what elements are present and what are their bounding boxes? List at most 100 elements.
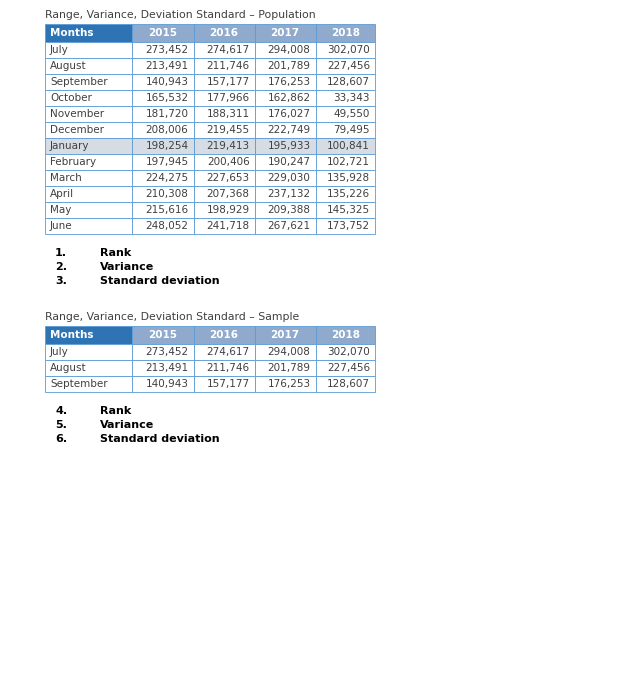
Text: 227,653: 227,653 bbox=[206, 173, 250, 183]
Bar bbox=[194, 106, 254, 122]
Bar bbox=[316, 202, 375, 218]
Text: 241,718: 241,718 bbox=[206, 221, 250, 231]
Text: 219,413: 219,413 bbox=[206, 141, 250, 151]
Text: 157,177: 157,177 bbox=[206, 77, 250, 87]
Bar bbox=[194, 360, 254, 376]
Text: Months: Months bbox=[50, 330, 93, 340]
Bar bbox=[254, 326, 316, 344]
Text: Rank: Rank bbox=[100, 406, 131, 416]
Text: 267,621: 267,621 bbox=[268, 221, 311, 231]
Bar bbox=[316, 42, 375, 58]
Text: 213,491: 213,491 bbox=[146, 363, 189, 373]
Text: 2016: 2016 bbox=[210, 28, 238, 38]
Text: 197,945: 197,945 bbox=[146, 157, 189, 167]
Bar bbox=[45, 326, 132, 344]
Text: 294,008: 294,008 bbox=[268, 45, 311, 55]
Bar bbox=[254, 42, 316, 58]
Text: April: April bbox=[50, 189, 74, 199]
Text: July: July bbox=[50, 45, 69, 55]
Bar bbox=[254, 138, 316, 154]
Text: 2016: 2016 bbox=[210, 330, 238, 340]
Text: September: September bbox=[50, 77, 107, 87]
Bar bbox=[254, 376, 316, 392]
Bar bbox=[254, 170, 316, 186]
Bar bbox=[132, 376, 194, 392]
Text: 2018: 2018 bbox=[331, 28, 360, 38]
Text: May: May bbox=[50, 205, 72, 215]
Bar bbox=[194, 376, 254, 392]
Text: Rank: Rank bbox=[100, 248, 131, 258]
Bar bbox=[194, 122, 254, 138]
Text: 211,746: 211,746 bbox=[206, 363, 250, 373]
Bar bbox=[194, 344, 254, 360]
Text: 207,368: 207,368 bbox=[206, 189, 250, 199]
Bar bbox=[316, 344, 375, 360]
Text: 302,070: 302,070 bbox=[327, 347, 370, 357]
Text: September: September bbox=[50, 379, 107, 389]
Bar bbox=[316, 218, 375, 234]
Text: 274,617: 274,617 bbox=[206, 45, 250, 55]
Bar bbox=[45, 360, 132, 376]
Text: 294,008: 294,008 bbox=[268, 347, 311, 357]
Bar bbox=[316, 24, 375, 42]
Text: August: August bbox=[50, 61, 87, 71]
Bar bbox=[45, 170, 132, 186]
Text: 2018: 2018 bbox=[331, 330, 360, 340]
Text: 198,254: 198,254 bbox=[146, 141, 189, 151]
Text: 201,789: 201,789 bbox=[268, 363, 311, 373]
Bar bbox=[316, 122, 375, 138]
Bar bbox=[316, 74, 375, 90]
Text: Range, Variance, Deviation Standard – Sample: Range, Variance, Deviation Standard – Sa… bbox=[45, 312, 299, 322]
Bar bbox=[254, 186, 316, 202]
Text: 2015: 2015 bbox=[148, 330, 178, 340]
Bar bbox=[132, 122, 194, 138]
Text: 209,388: 209,388 bbox=[268, 205, 311, 215]
Text: 181,720: 181,720 bbox=[146, 109, 189, 119]
Bar bbox=[254, 360, 316, 376]
Bar bbox=[132, 344, 194, 360]
Bar bbox=[132, 24, 194, 42]
Text: 3.: 3. bbox=[55, 276, 67, 286]
Text: 195,933: 195,933 bbox=[268, 141, 311, 151]
Bar bbox=[194, 58, 254, 74]
Text: March: March bbox=[50, 173, 82, 183]
Bar bbox=[254, 74, 316, 90]
Text: 222,749: 222,749 bbox=[268, 125, 311, 135]
Bar bbox=[254, 202, 316, 218]
Text: 176,253: 176,253 bbox=[268, 379, 311, 389]
Text: 188,311: 188,311 bbox=[206, 109, 250, 119]
Bar bbox=[254, 154, 316, 170]
Bar bbox=[316, 170, 375, 186]
Text: 2015: 2015 bbox=[148, 28, 178, 38]
Text: 1.: 1. bbox=[55, 248, 67, 258]
Bar bbox=[254, 106, 316, 122]
Text: 145,325: 145,325 bbox=[327, 205, 370, 215]
Text: Standard deviation: Standard deviation bbox=[100, 434, 220, 444]
Text: Standard deviation: Standard deviation bbox=[100, 276, 220, 286]
Bar bbox=[194, 186, 254, 202]
Text: 176,027: 176,027 bbox=[268, 109, 311, 119]
Bar bbox=[254, 58, 316, 74]
Text: Variance: Variance bbox=[100, 420, 154, 430]
Text: Months: Months bbox=[50, 28, 93, 38]
Bar bbox=[132, 58, 194, 74]
Bar bbox=[316, 360, 375, 376]
Text: 273,452: 273,452 bbox=[146, 45, 189, 55]
Text: 140,943: 140,943 bbox=[146, 77, 189, 87]
Bar bbox=[45, 376, 132, 392]
Bar bbox=[45, 202, 132, 218]
Text: November: November bbox=[50, 109, 104, 119]
Text: Range, Variance, Deviation Standard – Population: Range, Variance, Deviation Standard – Po… bbox=[45, 10, 316, 20]
Text: 237,132: 237,132 bbox=[268, 189, 311, 199]
Bar bbox=[194, 218, 254, 234]
Bar bbox=[194, 326, 254, 344]
Bar bbox=[132, 154, 194, 170]
Text: 140,943: 140,943 bbox=[146, 379, 189, 389]
Text: 273,452: 273,452 bbox=[146, 347, 189, 357]
Bar bbox=[316, 186, 375, 202]
Text: 227,456: 227,456 bbox=[327, 363, 370, 373]
Text: 5.: 5. bbox=[55, 420, 67, 430]
Bar bbox=[254, 218, 316, 234]
Text: June: June bbox=[50, 221, 73, 231]
Text: 49,550: 49,550 bbox=[334, 109, 370, 119]
